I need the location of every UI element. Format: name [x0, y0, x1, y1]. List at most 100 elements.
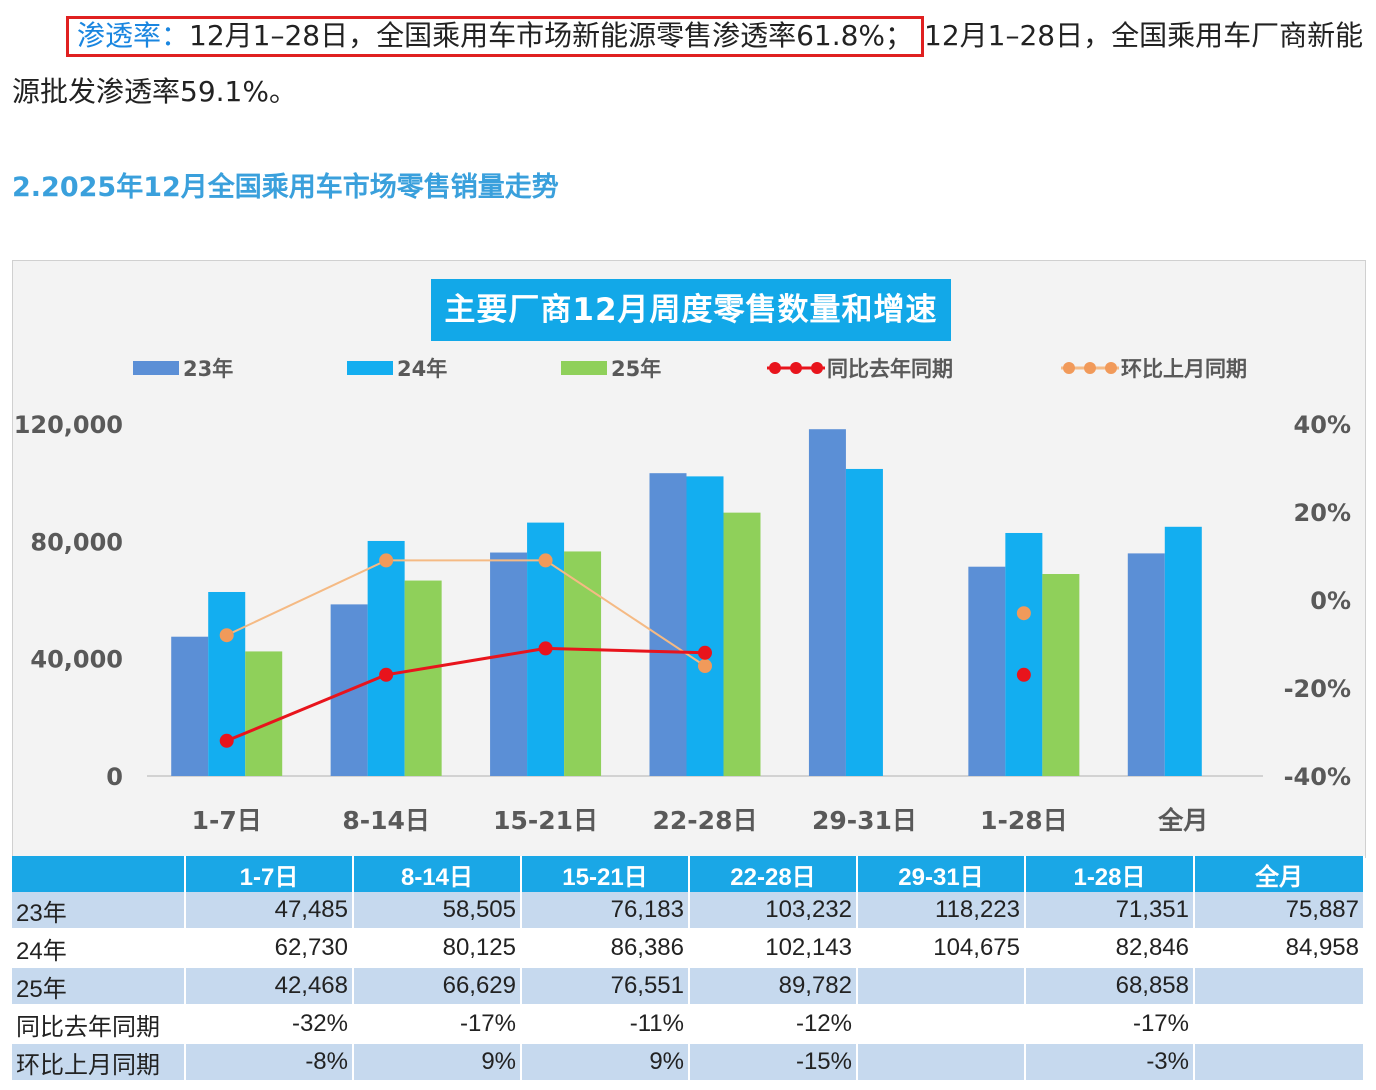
table-row-label: 23年	[12, 892, 186, 930]
bar-24y	[1005, 532, 1043, 776]
table-row-label: 同比去年同期	[12, 1005, 186, 1044]
bar-25y	[723, 512, 761, 776]
section-title: 2.2025年12月全国乘用车市场零售销量走势	[12, 172, 559, 203]
yoy-series-point	[379, 667, 394, 682]
table-header-cell: 29-31日	[857, 856, 1026, 892]
table-cell: -17%	[353, 1005, 522, 1044]
table-cell: -17%	[1025, 1005, 1195, 1044]
bar-25y	[404, 580, 442, 776]
paragraph-label: 渗透率：	[77, 19, 190, 52]
table-cell: 86,386	[521, 929, 690, 968]
right-axis-tick-label: 0%	[1310, 587, 1351, 615]
mom-series-point	[219, 628, 234, 643]
highlight-box: 渗透率：12月1–28日，全国乘用车市场新能源零售渗透率61.8%；	[66, 16, 925, 57]
legend-label: 25年	[611, 357, 661, 381]
bar-23y	[808, 429, 846, 776]
left-axis-tick-label: 40,000	[30, 646, 123, 674]
table-cell: -15%	[689, 1043, 858, 1082]
bar-24y	[686, 476, 724, 776]
bar-24y	[208, 591, 246, 776]
bar-25y	[245, 651, 283, 776]
legend-swatch	[347, 361, 393, 375]
table-cell: 9%	[353, 1043, 522, 1082]
table-cell: 66,629	[353, 967, 522, 1006]
legend-marker	[811, 362, 823, 374]
bar-23y	[171, 636, 209, 776]
table-cell: 76,551	[521, 967, 690, 1006]
legend-marker	[769, 362, 781, 374]
table-cell: 82,846	[1025, 929, 1195, 968]
chart-svg: 0 40,000 80,000 120,000 -40% -20% 0% 20% 40% 1-7日…	[14, 357, 1351, 835]
table-header-cell: 15-21日	[521, 856, 690, 892]
table-cell: 89,782	[689, 967, 858, 1006]
yoy-series-point	[698, 645, 712, 660]
chart-container: 主要厂商12月周度零售数量和增速 0 40,000 80,000 120,000 -40…	[12, 260, 1366, 858]
table-cell: 9%	[521, 1043, 690, 1082]
table-header-cell: 1-7日	[185, 856, 354, 892]
table-row-label: 环比上月同期	[12, 1043, 186, 1082]
chart-title: 主要厂商12月周度零售数量和增速	[431, 279, 951, 341]
article-paragraph: 渗透率：12月1–28日，全国乘用车市场新能源零售渗透率61.8%； 12月1–2…	[12, 8, 1368, 120]
table-cell	[857, 1005, 1026, 1044]
bar-25y	[1042, 574, 1080, 776]
table-cell: -3%	[1025, 1043, 1195, 1082]
bar-23y	[649, 473, 687, 776]
legend-marker	[1084, 362, 1096, 374]
paragraph-highlighted-text: 12月1–28日，全国乘用车市场新能源零售渗透率61.8%；	[189, 19, 914, 52]
table-header-cell: 8-14日	[353, 856, 522, 892]
table-row-label: 25年	[12, 967, 186, 1006]
left-axis-tick-label: 120,000	[14, 411, 123, 439]
table-cell: 71,351	[1025, 892, 1195, 930]
x-axis-category-label: 全月	[1157, 806, 1208, 835]
data-table: 1-7日 8-14日 15-21日 22-28日 29-31日 1-28日 全月 23年 47…	[12, 856, 1365, 1082]
bar-23y	[490, 552, 528, 776]
bar-25y	[564, 551, 602, 776]
mom-series-point	[379, 553, 394, 568]
mom-series-point	[538, 553, 553, 568]
x-axis-category-label: 22-28日	[653, 806, 758, 835]
paragraph-continuation-text: 12月1–28日，全国乘用车厂商新能源批发渗透率59.1%。	[12, 19, 1364, 108]
mom-series-point	[698, 659, 712, 673]
x-axis-category-label: 15-21日	[493, 806, 598, 835]
table-cell: 42,468	[185, 967, 354, 1006]
bar-23y	[1127, 553, 1165, 776]
table-row: 25年 42,468 66,629 76,551 89,782 68,858	[12, 967, 1365, 1006]
table-cell	[1194, 1005, 1365, 1044]
table-cell: 62,730	[185, 929, 354, 968]
table-cell	[1194, 1043, 1365, 1082]
bar-24y	[845, 468, 883, 776]
yoy-series-line	[226, 646, 706, 743]
right-axis-tick-label: 40%	[1294, 411, 1351, 439]
legend-label: 23年	[183, 357, 233, 381]
table-cell: 118,223	[857, 892, 1026, 930]
table-cell	[1194, 967, 1365, 1006]
bar-23y	[968, 566, 1006, 776]
bar-24y	[367, 540, 405, 776]
legend-label: 同比去年同期	[827, 357, 953, 381]
table-cell: 58,505	[353, 892, 522, 930]
table-cell: -12%	[689, 1005, 858, 1044]
table-header-row: 1-7日 8-14日 15-21日 22-28日 29-31日 1-28日 全月	[12, 856, 1365, 892]
yoy-series-point	[538, 641, 553, 656]
legend-swatch	[133, 361, 179, 375]
bar-24y	[1164, 526, 1202, 776]
table-cell: 75,887	[1194, 892, 1365, 930]
table-cell: 84,958	[1194, 929, 1365, 968]
table-cell	[857, 967, 1026, 1006]
table-cell: 76,183	[521, 892, 690, 930]
table-header-cell: 1-28日	[1025, 856, 1195, 892]
table-cell	[857, 1043, 1026, 1082]
legend-marker	[790, 362, 802, 374]
x-axis-category-label: 8-14日	[342, 806, 430, 835]
left-axis-tick-label: 80,000	[30, 528, 123, 556]
table-row: 23年 47,485 58,505 76,183 103,232 118,223 71,35…	[12, 892, 1365, 930]
mom-series-line	[226, 559, 706, 667]
table-cell: 104,675	[857, 929, 1026, 968]
table-cell: 47,485	[185, 892, 354, 930]
table-cell: 102,143	[689, 929, 858, 968]
table-header-cell	[12, 856, 186, 892]
table-cell: 68,858	[1025, 967, 1195, 1006]
table-cell: 80,125	[353, 929, 522, 968]
table-row: 24年 62,730 80,125 86,386 102,143 104,675 82,84…	[12, 929, 1365, 968]
legend-label: 环比上月同期	[1121, 357, 1247, 381]
